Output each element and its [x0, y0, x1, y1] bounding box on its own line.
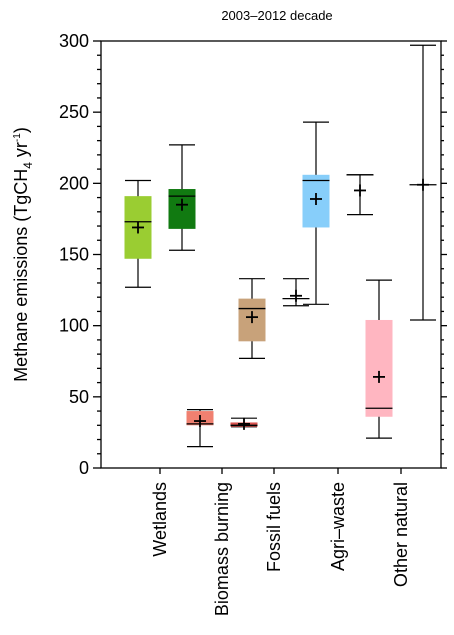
- x-category-label: Other natural: [391, 482, 411, 587]
- box-bar: [238, 278, 266, 360]
- x-category-label: Wetlands: [150, 482, 170, 557]
- chart-title: 2003–2012 decade: [221, 8, 332, 23]
- y-axis-label-text: Methane emissions (TgCH4 yr-1): [11, 127, 35, 382]
- box-bar: [365, 279, 393, 439]
- x-category-label: Fossil fuels: [264, 482, 284, 572]
- y-tick-label: 250: [59, 102, 89, 122]
- box-range: [282, 278, 310, 307]
- x-category-label: Agri–waste: [328, 482, 348, 571]
- box-bar: [230, 417, 258, 430]
- y-tick-label: 150: [59, 245, 89, 265]
- y-tick-label: 100: [59, 316, 89, 336]
- box-range: [346, 174, 374, 216]
- box-bar: [168, 144, 196, 251]
- y-axis-label: Methane emissions (TgCH4 yr-1): [11, 127, 35, 382]
- y-tick-label: 200: [59, 173, 89, 193]
- box-bar: [302, 121, 330, 305]
- box-bar: [186, 409, 214, 448]
- x-category-label: Biomass burning: [212, 482, 232, 616]
- y-tick-label: 50: [69, 387, 89, 407]
- y-tick-label: 300: [59, 31, 89, 51]
- box-range: [409, 44, 437, 321]
- box-bar: [124, 179, 152, 288]
- y-tick-label: 0: [79, 458, 89, 478]
- box-iqr: [365, 319, 393, 417]
